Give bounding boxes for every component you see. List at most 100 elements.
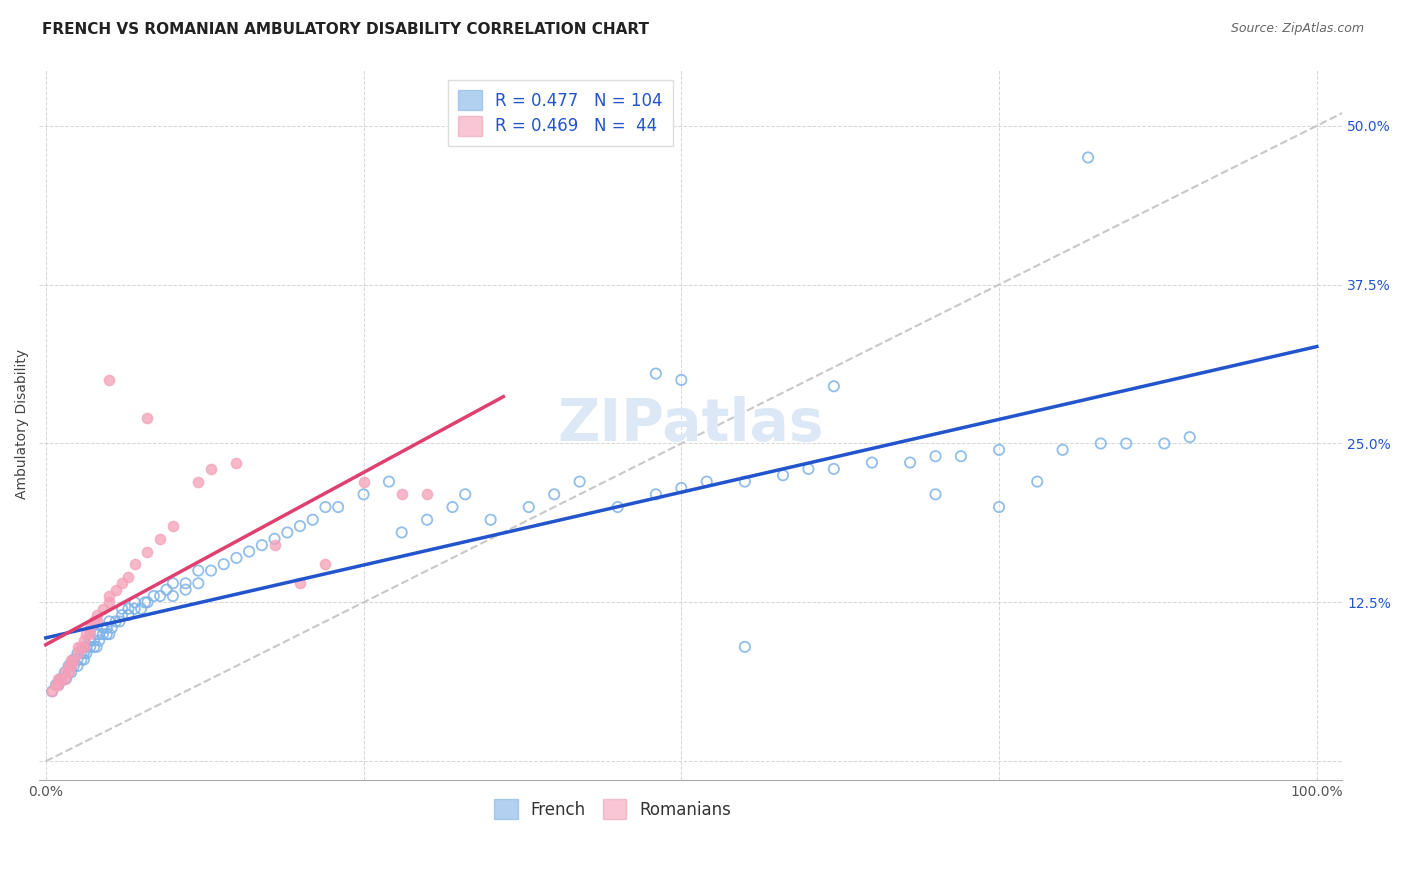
- Point: [212, 558, 235, 572]
- Point: [124, 558, 146, 572]
- Point: [797, 462, 820, 476]
- Point: [314, 558, 336, 572]
- Point: [53, 672, 76, 686]
- Point: [276, 525, 298, 540]
- Point: [898, 456, 921, 470]
- Point: [62, 652, 84, 666]
- Point: [378, 475, 401, 489]
- Point: [66, 646, 89, 660]
- Text: FRENCH VS ROMANIAN AMBULATORY DISABILITY CORRELATION CHART: FRENCH VS ROMANIAN AMBULATORY DISABILITY…: [42, 22, 650, 37]
- Point: [517, 500, 540, 514]
- Point: [949, 449, 972, 463]
- Point: [104, 582, 127, 597]
- Point: [98, 373, 121, 387]
- Point: [48, 678, 70, 692]
- Point: [1077, 151, 1099, 165]
- Point: [136, 411, 159, 425]
- Point: [263, 538, 285, 552]
- Point: [174, 576, 197, 591]
- Point: [314, 500, 336, 514]
- Point: [149, 532, 172, 546]
- Point: [543, 487, 565, 501]
- Point: [187, 576, 209, 591]
- Point: [988, 500, 1011, 514]
- Point: [70, 646, 93, 660]
- Point: [288, 519, 311, 533]
- Point: [250, 538, 273, 552]
- Point: [162, 576, 184, 591]
- Point: [353, 475, 375, 489]
- Point: [91, 627, 114, 641]
- Point: [772, 468, 794, 483]
- Point: [823, 462, 845, 476]
- Point: [117, 570, 139, 584]
- Point: [263, 532, 285, 546]
- Point: [58, 665, 80, 680]
- Point: [225, 456, 247, 470]
- Point: [91, 601, 114, 615]
- Point: [83, 615, 105, 629]
- Point: [98, 615, 121, 629]
- Point: [86, 608, 108, 623]
- Point: [53, 665, 76, 680]
- Point: [391, 487, 413, 501]
- Point: [136, 544, 159, 558]
- Point: [60, 665, 83, 680]
- Point: [568, 475, 591, 489]
- Point: [58, 659, 80, 673]
- Point: [1052, 442, 1074, 457]
- Point: [860, 456, 883, 470]
- Point: [66, 652, 89, 666]
- Point: [301, 513, 323, 527]
- Point: [83, 633, 105, 648]
- Legend: French, Romanians: French, Romanians: [488, 793, 738, 825]
- Point: [66, 659, 89, 673]
- Point: [83, 640, 105, 654]
- Point: [174, 582, 197, 597]
- Point: [1026, 475, 1049, 489]
- Point: [98, 627, 121, 641]
- Point: [134, 595, 156, 609]
- Point: [49, 672, 72, 686]
- Point: [696, 475, 718, 489]
- Point: [45, 678, 67, 692]
- Point: [86, 627, 108, 641]
- Point: [606, 500, 628, 514]
- Point: [104, 615, 127, 629]
- Point: [136, 595, 159, 609]
- Point: [155, 582, 177, 597]
- Point: [142, 589, 165, 603]
- Point: [60, 652, 83, 666]
- Point: [416, 513, 439, 527]
- Point: [671, 481, 693, 495]
- Point: [391, 525, 413, 540]
- Point: [326, 500, 349, 514]
- Point: [644, 487, 666, 501]
- Point: [111, 576, 134, 591]
- Point: [162, 589, 184, 603]
- Point: [75, 646, 97, 660]
- Point: [89, 627, 111, 641]
- Point: [734, 475, 756, 489]
- Point: [66, 646, 89, 660]
- Point: [73, 646, 96, 660]
- Text: ZIPatlas: ZIPatlas: [558, 396, 824, 453]
- Point: [200, 462, 222, 476]
- Point: [58, 659, 80, 673]
- Point: [75, 640, 97, 654]
- Point: [48, 672, 70, 686]
- Point: [149, 589, 172, 603]
- Point: [1178, 430, 1201, 444]
- Point: [70, 652, 93, 666]
- Point: [79, 640, 101, 654]
- Point: [117, 608, 139, 623]
- Point: [75, 627, 97, 641]
- Point: [45, 678, 67, 692]
- Point: [111, 608, 134, 623]
- Point: [70, 640, 93, 654]
- Point: [353, 487, 375, 501]
- Point: [48, 678, 70, 692]
- Point: [98, 589, 121, 603]
- Point: [98, 595, 121, 609]
- Point: [225, 550, 247, 565]
